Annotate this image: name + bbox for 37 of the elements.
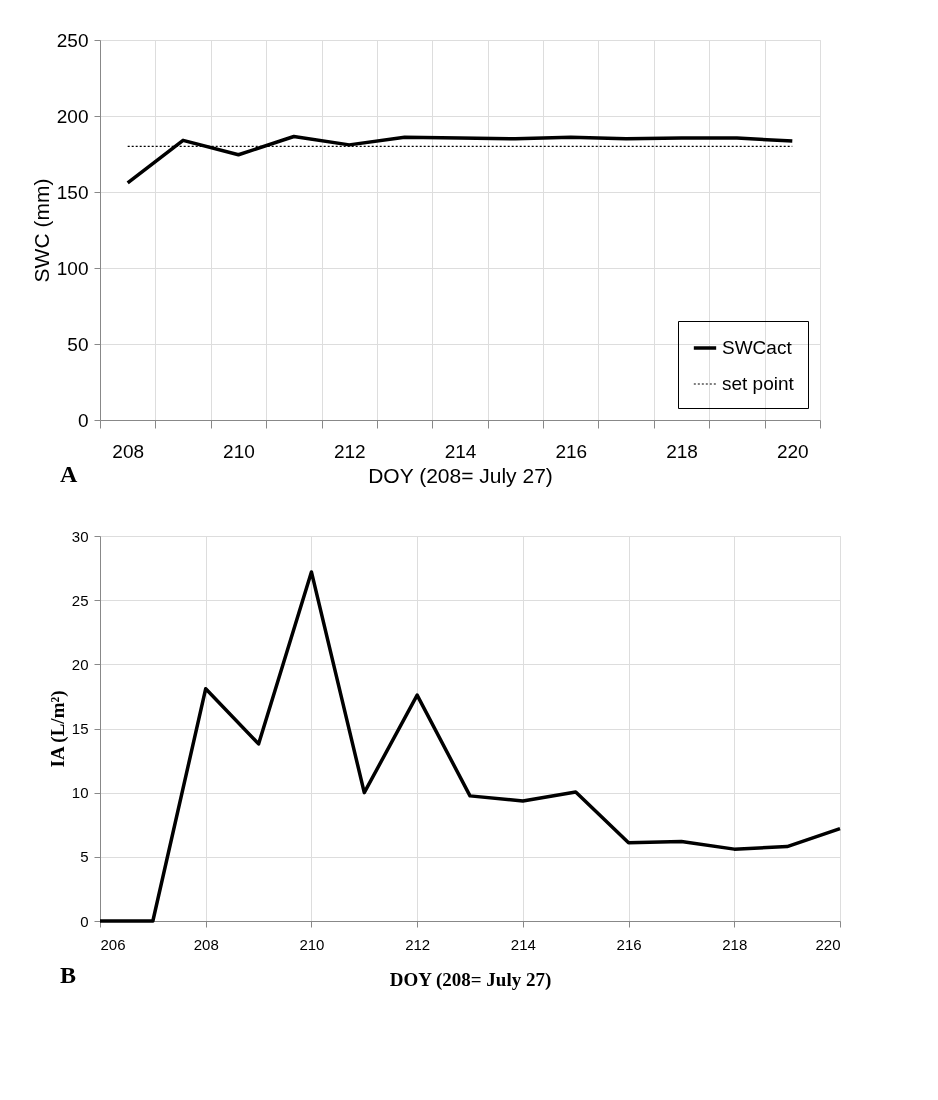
y-tick-label: 250 <box>56 29 89 51</box>
x-tick-label: 208 <box>112 440 145 462</box>
x-tick-label: 214 <box>510 935 536 953</box>
x-tick-label: 220 <box>776 440 809 462</box>
x-axis-title: DOY (208= July 27) <box>389 968 552 991</box>
x-tick-label: 208 <box>193 935 219 953</box>
legend-label: SWCact <box>722 337 793 358</box>
y-tick-label: 30 <box>71 527 89 545</box>
x-tick-label: 206 <box>100 935 126 953</box>
x-tick-label: 220 <box>815 935 841 953</box>
line-series <box>125 134 795 185</box>
x-tick-label: 216 <box>616 935 642 953</box>
y-tick-label: 20 <box>71 655 89 673</box>
y-axis-title: SWC (mm) <box>29 178 53 283</box>
x-tick-label: 216 <box>555 440 588 462</box>
y-tick-label: 0 <box>77 409 89 431</box>
y-tick-label: 50 <box>67 333 89 355</box>
x-axis-title: DOY (208= July 27) <box>368 463 553 487</box>
y-axis-title: IA (L/m²) <box>46 690 69 768</box>
x-tick-label: 210 <box>223 440 255 462</box>
x-tick-label: 212 <box>333 440 366 462</box>
y-tick-label: 25 <box>71 591 89 609</box>
x-tick-label: 218 <box>722 935 748 953</box>
y-tick-label: 150 <box>56 181 89 203</box>
y-tick-label: 5 <box>80 848 89 866</box>
x-tick-label: 212 <box>405 935 431 953</box>
y-tick-label: 100 <box>56 257 89 279</box>
text: B <box>60 962 77 988</box>
x-tick-label: 214 <box>444 440 477 462</box>
y-tick-label: 0 <box>80 912 89 930</box>
text: A <box>60 461 78 487</box>
y-tick-label: 10 <box>71 784 89 802</box>
x-tick-label: 210 <box>299 935 325 953</box>
y-tick-label: 15 <box>71 720 89 737</box>
x-tick-label: 218 <box>666 440 698 462</box>
legend-label: set point <box>722 373 795 394</box>
y-tick-label: 200 <box>56 105 89 127</box>
